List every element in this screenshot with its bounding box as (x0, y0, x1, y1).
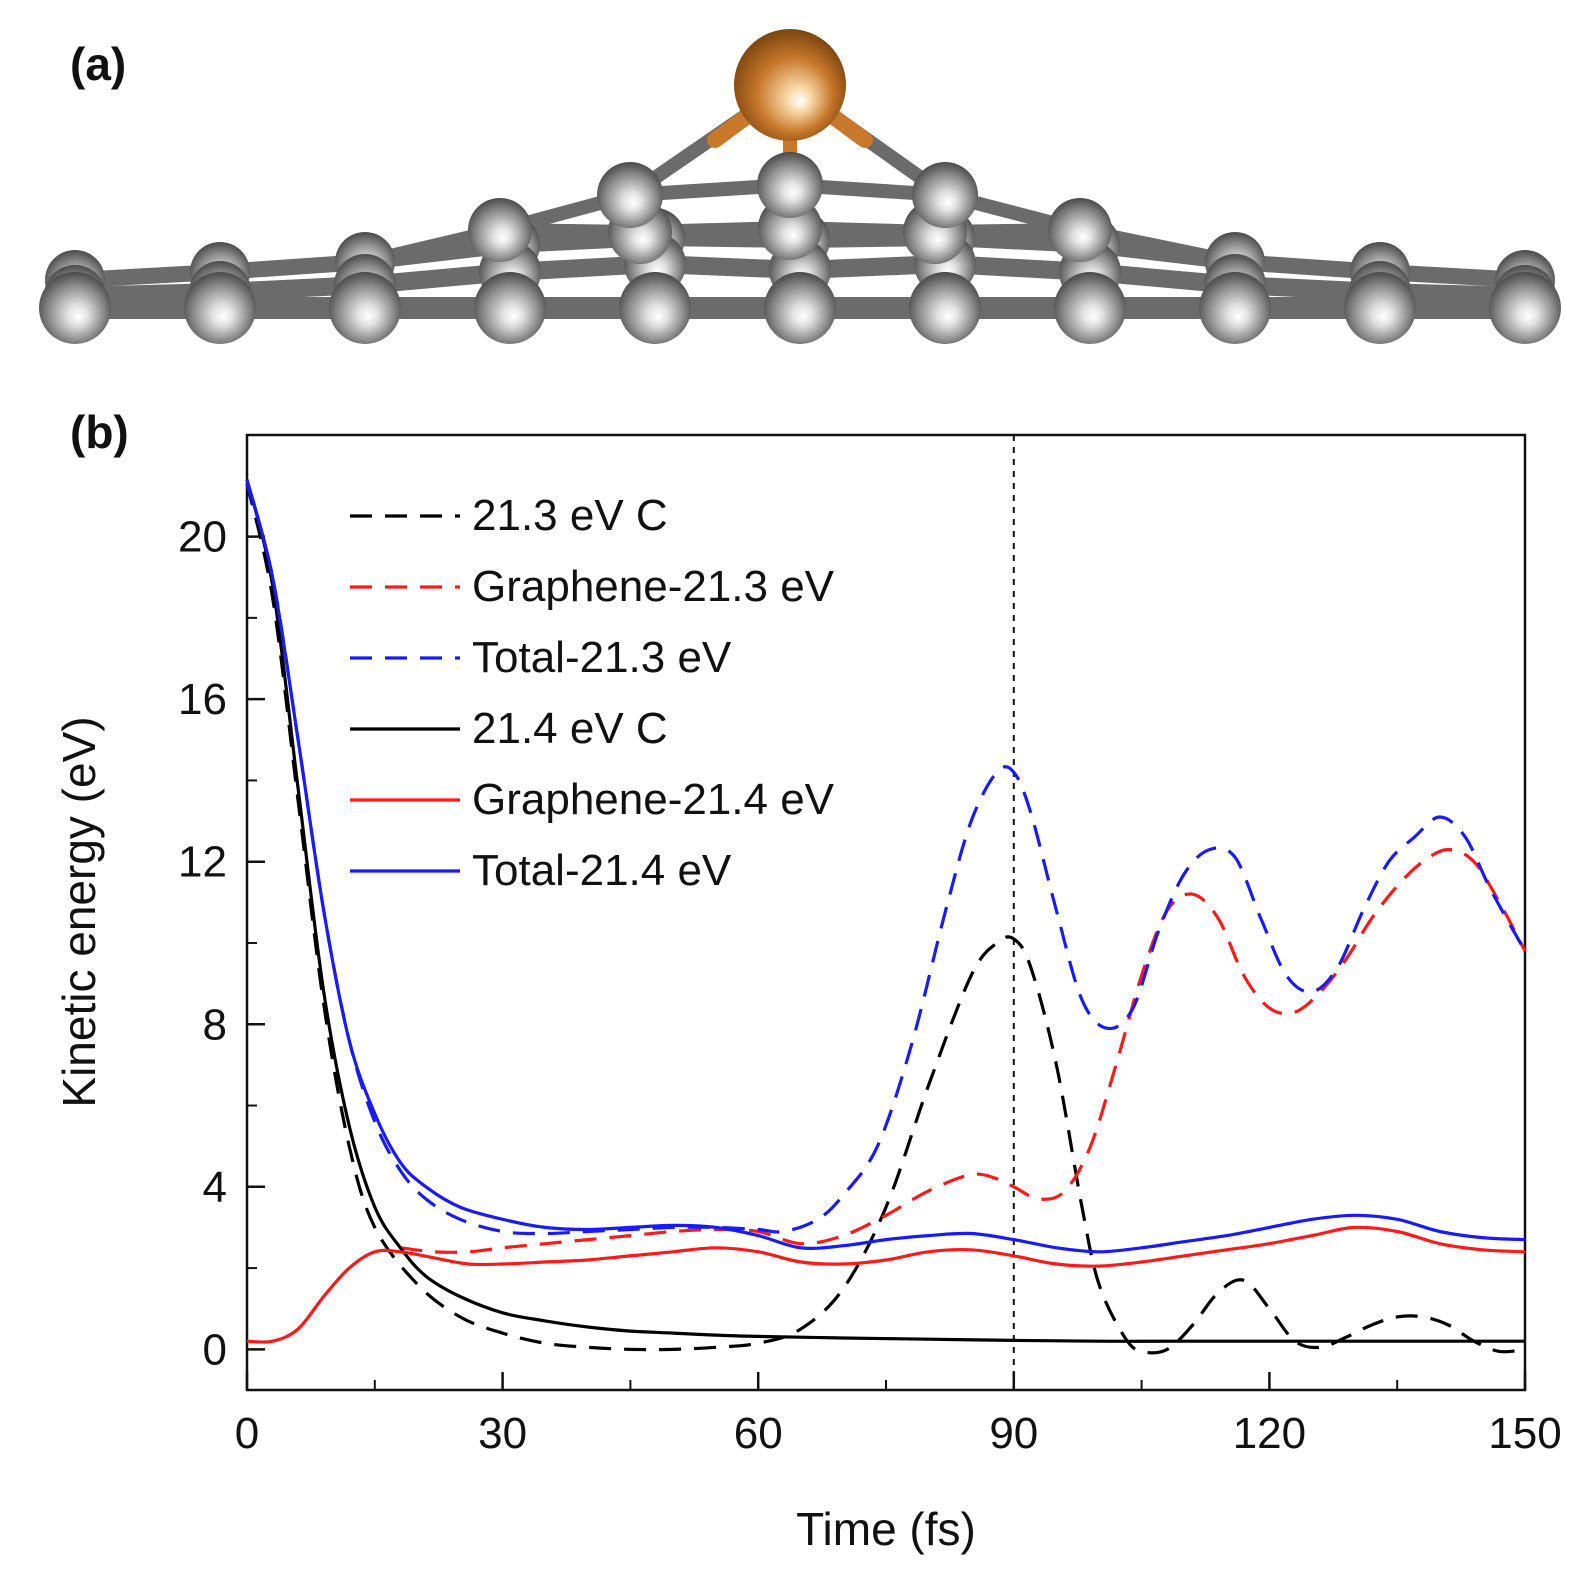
legend-label: Graphene-21.4 eV (472, 775, 835, 824)
y-tick-label: 20 (178, 513, 227, 562)
carbon-atom (1489, 272, 1561, 344)
x-tick-label: 60 (734, 1409, 783, 1458)
carbon-atom (1344, 272, 1416, 344)
axis-ticks (245, 535, 1527, 1390)
series-lines (245, 479, 1527, 1355)
x-tick-label: 150 (1488, 1409, 1561, 1458)
y-tick-label: 12 (178, 838, 227, 887)
series-line-graphene-21-4-ev (246, 1225, 1526, 1344)
y-tick-label: 8 (203, 1000, 227, 1049)
carbon-atom (39, 272, 111, 344)
x-axis-title: Time (fs) (796, 1503, 976, 1555)
y-tick-label: 16 (178, 675, 227, 724)
carbon-atom (1048, 198, 1112, 262)
series-line-total-21-4-ev (245, 479, 1526, 1254)
carbon-atom (912, 162, 978, 228)
carbon-atoms (39, 152, 1561, 344)
carbon-atom (597, 162, 663, 228)
y-tick-labels: 0 4 8 12 16 20 (178, 513, 227, 1375)
legend-label: Total-21.4 eV (472, 846, 732, 895)
carbon-atom (1054, 272, 1126, 344)
legend-label: 21.3 eV C (472, 491, 668, 540)
atomic-structure-panel: (a) (39, 29, 1561, 344)
y-axis-title: Kinetic energy (eV) (53, 716, 105, 1107)
plot-frame (245, 433, 1527, 1392)
carbon-atom (184, 272, 256, 344)
x-tick-label: 0 (235, 1409, 259, 1458)
carbon-atom (329, 272, 401, 344)
series-line-21-3-ev-c (245, 483, 1526, 1355)
carbon-atom (468, 198, 532, 262)
carbon-atom (474, 272, 546, 344)
x-tick-label: 120 (1233, 1409, 1306, 1458)
series-line-total-21-3-ev (245, 483, 1527, 1236)
carbon-atom (909, 272, 981, 344)
legend-label: Graphene-21.3 eV (472, 562, 835, 611)
series-line-21-4-ev-c (245, 479, 1525, 1343)
carbon-atom (619, 272, 691, 344)
carbon-atom (764, 272, 836, 344)
x-tick-labels: 0 30 60 90 120 150 (235, 1409, 1562, 1458)
y-tick-label: 4 (203, 1163, 227, 1212)
series-line-graphene-21-3-ev (400, 847, 1527, 1254)
adatom-atom (734, 29, 846, 141)
carbon-atom (757, 152, 823, 218)
legend-label: Total-21.3 eV (472, 633, 732, 682)
legend-label: 21.4 eV C (472, 704, 668, 753)
legend: 21.3 eV C Graphene-21.3 eV Total-21.3 eV 21… (350, 491, 835, 895)
panel-b-label: (b) (70, 406, 129, 458)
adatom (734, 29, 846, 141)
x-tick-label: 90 (989, 1409, 1038, 1458)
carbon-atom (1199, 272, 1271, 344)
panel-a-label: (a) (70, 38, 126, 90)
y-tick-label: 0 (203, 1325, 227, 1374)
x-tick-label: 30 (478, 1409, 527, 1458)
